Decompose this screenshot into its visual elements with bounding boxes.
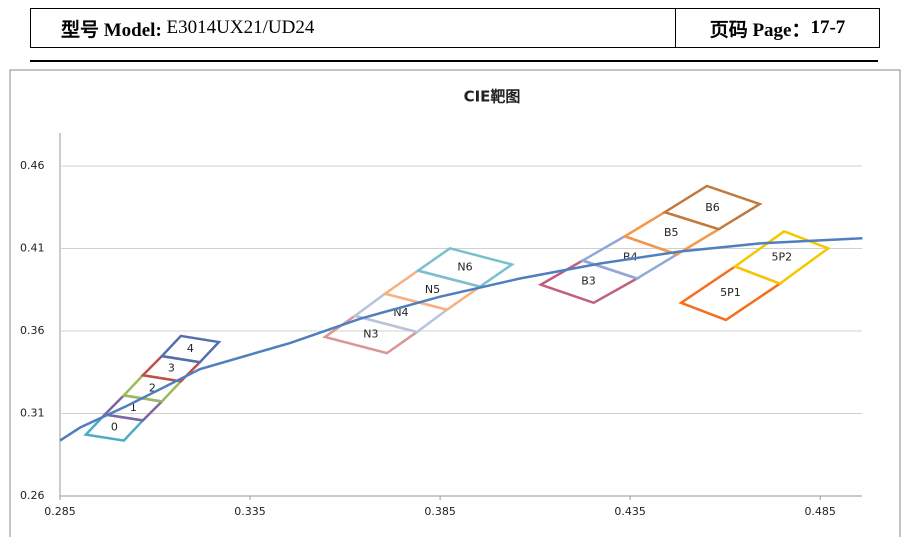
chart-frame bbox=[9, 69, 901, 537]
bin-label: N3 bbox=[363, 327, 378, 340]
x-tick-label: 0.285 bbox=[44, 505, 76, 518]
x-tick-label: 0.435 bbox=[614, 505, 646, 518]
header-rule bbox=[30, 60, 878, 62]
bin-label: 5P2 bbox=[771, 250, 792, 263]
bin-label: 2 bbox=[149, 381, 156, 394]
bin-label: 4 bbox=[187, 342, 194, 355]
x-tick-label: 0.385 bbox=[424, 505, 456, 518]
x-tick-label: 0.335 bbox=[234, 505, 266, 518]
bin-label: 1 bbox=[130, 401, 137, 414]
planck-locus bbox=[59, 237, 863, 442]
y-tick-label: 0.31 bbox=[20, 407, 45, 420]
bin-quad bbox=[415, 246, 515, 288]
bin-label: B3 bbox=[581, 275, 596, 288]
page-cell: 页码 Page： 17-7 bbox=[676, 9, 879, 47]
bin-label: 5P1 bbox=[720, 286, 741, 299]
bin-label: 0 bbox=[111, 421, 118, 434]
model: E3014UX21/UD24 bbox=[166, 17, 315, 38]
bin-quad bbox=[661, 184, 763, 231]
y-tick-label: 0.41 bbox=[20, 242, 45, 255]
x-tick-label: 0.485 bbox=[804, 505, 836, 518]
model-cell: 型号 Model: E3014UX21/UD24 bbox=[31, 9, 676, 47]
y-tick-label: 0.26 bbox=[20, 489, 45, 502]
header-table: 型号 Model: E3014UX21/UD24 页码 Page： 17-7 bbox=[30, 8, 880, 48]
bin-label: N5 bbox=[425, 283, 440, 296]
bin-label: B5 bbox=[664, 226, 679, 239]
y-tick-label: 0.36 bbox=[20, 324, 45, 337]
bin-quad bbox=[159, 334, 222, 364]
bin-label: 3 bbox=[168, 362, 175, 375]
model-label: 型号 Model: bbox=[61, 19, 162, 41]
page-number: 17-7 bbox=[810, 17, 846, 38]
bin-label: N6 bbox=[457, 261, 472, 274]
page-label: 页码 Page： bbox=[709, 19, 811, 41]
y-tick-label: 0.46 bbox=[20, 159, 45, 172]
chart-title: CIE靶图 bbox=[464, 88, 521, 106]
bin-label: B6 bbox=[705, 201, 720, 214]
